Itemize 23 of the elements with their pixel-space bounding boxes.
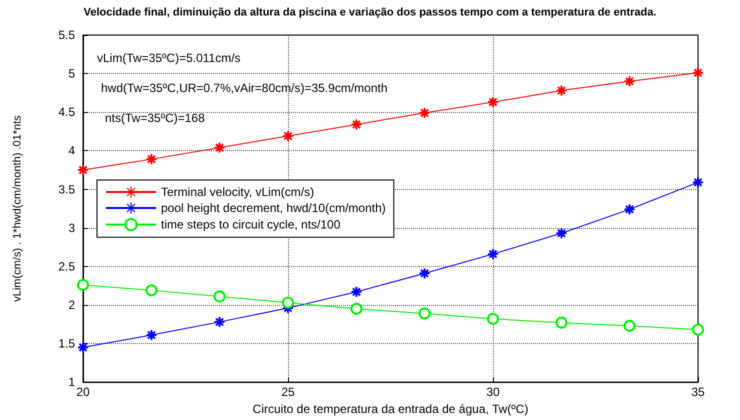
- annotation: nts(Tw=35ºC)=168: [105, 111, 206, 125]
- x-tick-label: 30: [486, 385, 500, 400]
- legend-label: Terminal velocity, vLim(cm/s): [161, 185, 314, 199]
- y-tick-label: 1.5: [58, 336, 76, 351]
- y-tick-label: 5.5: [58, 28, 76, 42]
- y-tick-label: 4: [68, 144, 76, 158]
- y-tick-label: 2: [68, 298, 76, 312]
- x-tick-label: 35: [691, 385, 705, 400]
- legend-label: time steps to circuit cycle, nts/100: [161, 218, 341, 232]
- annotation: vLim(Tw=35ºC)=5.011cm/s: [97, 51, 241, 65]
- y-tick-label: 5: [68, 66, 76, 81]
- y-tick-label: 4.5: [58, 105, 76, 120]
- y-tick-label: 3.5: [58, 182, 76, 196]
- chart-title: Velocidade final, diminuição da altura da piscina e variação dos passos tempo com a temperatura de entrada.: [84, 6, 656, 18]
- y-tick-label: 1: [68, 375, 76, 390]
- x-tick-label: 20: [76, 385, 90, 400]
- y-tick-label: 3: [68, 220, 76, 235]
- y-axis-title: vLim(cm/s) . 1*hwd(cm/month) .01*nts: [12, 114, 24, 302]
- annotation: hwd(Tw=35ºC,UR=0.7%,vAir=80cm/s)=35.9cm/month: [101, 81, 388, 95]
- legend-label: pool height decrement, hwd/10(cm/month): [161, 201, 386, 215]
- x-axis-title: Circuito de temperatura da entrada de água, Tw(ºC): [252, 402, 528, 416]
- y-tick-label: 2.5: [58, 259, 76, 274]
- x-tick-label: 25: [281, 385, 295, 400]
